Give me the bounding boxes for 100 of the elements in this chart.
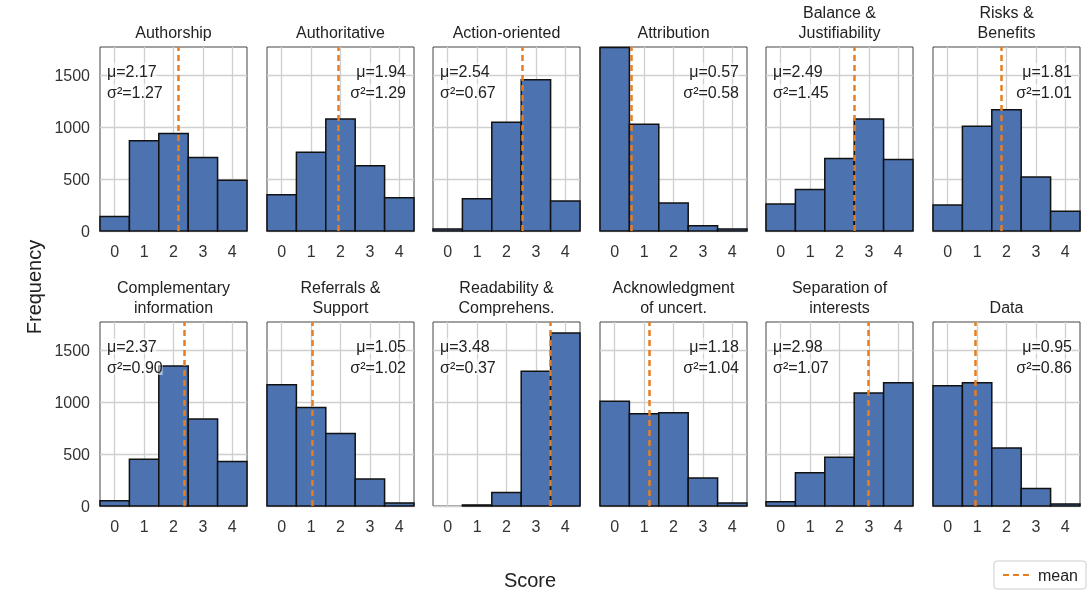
x-tick-label: 0 xyxy=(443,517,453,535)
y-tick-label: 1500 xyxy=(54,67,91,85)
x-tick-label: 2 xyxy=(169,242,179,260)
x-tick-label: 4 xyxy=(394,517,404,535)
annotation: σ²=0.58 xyxy=(683,83,740,101)
x-tick-label: 0 xyxy=(110,242,120,260)
x-tick-label: 1 xyxy=(639,517,649,535)
annotation: σ²=1.02 xyxy=(350,358,407,376)
annotation: μ=1.94 xyxy=(356,62,407,80)
x-tick-label: 0 xyxy=(610,517,620,535)
annotation: μ=2.54 xyxy=(440,62,490,80)
chart-title: Action-oriented xyxy=(452,23,561,41)
annotation: μ=2.37 xyxy=(107,337,157,355)
annotation: σ²=1.04 xyxy=(683,358,740,376)
x-tick-label: 2 xyxy=(336,517,346,535)
chart-title: Authorship xyxy=(135,23,212,41)
x-tick-label: 4 xyxy=(727,242,737,260)
x-tick-label: 4 xyxy=(1060,517,1070,535)
legend-label: mean xyxy=(1037,566,1079,584)
x-tick-label: 2 xyxy=(502,242,512,260)
x-tick-label: 4 xyxy=(893,517,903,535)
x-tick-label: 2 xyxy=(669,242,679,260)
annotation: μ=3.48 xyxy=(440,337,490,355)
x-tick-label: 0 xyxy=(277,242,287,260)
x-tick-label: 1 xyxy=(306,242,316,260)
x-tick-label: 1 xyxy=(472,242,482,260)
x-tick-label: 1 xyxy=(472,517,482,535)
x-tick-label: 2 xyxy=(835,517,845,535)
annotation: μ=0.57 xyxy=(689,62,740,80)
annotation: σ²=1.01 xyxy=(1016,83,1073,101)
annotation: μ=2.49 xyxy=(773,62,823,80)
chart-title: Attribution xyxy=(637,23,710,41)
x-tick-label: 0 xyxy=(776,517,786,535)
chart-title: Referrals & Support xyxy=(300,278,381,316)
y-tick-label: 0 xyxy=(81,222,91,240)
annotation: σ²=0.37 xyxy=(440,358,496,376)
x-tick-label: 1 xyxy=(639,242,649,260)
x-tick-label: 3 xyxy=(198,242,208,260)
x-tick-label: 0 xyxy=(943,242,953,260)
annotation: μ=2.17 xyxy=(107,62,157,80)
x-tick-label: 3 xyxy=(365,517,375,535)
chart-title: Complementary information xyxy=(117,278,230,316)
x-tick-label: 2 xyxy=(169,517,179,535)
x-tick-label: 0 xyxy=(610,242,620,260)
x-tick-label: 2 xyxy=(1002,517,1012,535)
y-tick-label: 1000 xyxy=(54,118,91,136)
x-tick-label: 3 xyxy=(1031,242,1041,260)
x-tick-label: 0 xyxy=(443,242,453,260)
x-tick-label: 4 xyxy=(560,517,570,535)
annotation: μ=0.95 xyxy=(1022,337,1073,355)
y-tick-label: 1000 xyxy=(54,393,91,411)
x-tick-label: 4 xyxy=(227,242,237,260)
x-tick-label: 1 xyxy=(805,242,815,260)
x-tick-label: 3 xyxy=(864,517,874,535)
annotation: σ²=0.90 xyxy=(107,358,163,376)
x-tick-label: 0 xyxy=(110,517,120,535)
annotation: σ²=0.67 xyxy=(440,83,496,101)
x-tick-label: 4 xyxy=(893,242,903,260)
x-tick-label: 2 xyxy=(1002,242,1012,260)
x-tick-label: 1 xyxy=(306,517,316,535)
annotation: μ=1.05 xyxy=(356,337,407,355)
x-tick-label: 4 xyxy=(227,517,237,535)
chart-title: Data xyxy=(989,298,1024,316)
x-tick-label: 3 xyxy=(198,517,208,535)
x-tick-label: 3 xyxy=(698,242,708,260)
x-tick-label: 1 xyxy=(972,242,982,260)
x-tick-label: 3 xyxy=(864,242,874,260)
x-tick-label: 0 xyxy=(776,242,786,260)
annotation: σ²=1.29 xyxy=(350,83,407,101)
annotation: σ²=1.07 xyxy=(773,358,829,376)
y-tick-label: 1500 xyxy=(54,342,91,360)
x-tick-label: 4 xyxy=(394,242,404,260)
chart-title: Balance & Justifiability xyxy=(798,3,881,41)
annotation: μ=2.98 xyxy=(773,337,823,355)
x-tick-label: 3 xyxy=(531,242,541,260)
x-tick-label: 2 xyxy=(502,517,512,535)
x-tick-label: 2 xyxy=(835,242,845,260)
x-tick-label: 3 xyxy=(365,242,375,260)
x-tick-label: 4 xyxy=(560,242,570,260)
x-tick-label: 2 xyxy=(336,242,346,260)
annotation: σ²=0.86 xyxy=(1016,358,1073,376)
y-tick-label: 0 xyxy=(81,497,91,515)
x-tick-label: 4 xyxy=(727,517,737,535)
x-tick-label: 0 xyxy=(277,517,287,535)
x-tick-label: 1 xyxy=(805,517,815,535)
chart-title: Readability & Comprehens. xyxy=(458,278,555,316)
x-tick-label: 2 xyxy=(669,517,679,535)
y-tick-label: 500 xyxy=(63,445,91,463)
x-tick-label: 0 xyxy=(943,517,953,535)
y-tick-label: 500 xyxy=(63,170,91,188)
annotation: μ=1.81 xyxy=(1022,62,1073,80)
x-tick-label: 3 xyxy=(698,517,708,535)
x-tick-label: 1 xyxy=(139,242,149,260)
x-axis-title: Score xyxy=(503,569,557,591)
x-tick-label: 3 xyxy=(1031,517,1041,535)
x-tick-label: 1 xyxy=(139,517,149,535)
chart-title: Separation of interests xyxy=(791,278,888,316)
x-tick-label: 4 xyxy=(1060,242,1070,260)
annotation: σ²=1.27 xyxy=(107,83,163,101)
x-tick-label: 1 xyxy=(972,517,982,535)
